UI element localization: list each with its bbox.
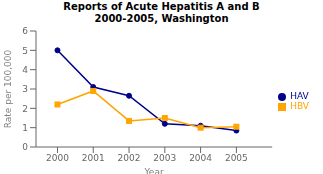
svg-text:2000: 2000 bbox=[46, 153, 69, 163]
html-text:Reports of Acute Hepatitis A a: Reports of Acute Hepatitis A and B 2000-… bbox=[63, 1, 260, 24]
svg-text:2005: 2005 bbox=[225, 153, 248, 163]
svg-text:Rate per 100,000: Rate per 100,000 bbox=[8, 49, 13, 128]
svg-text:4: 4 bbox=[22, 65, 28, 75]
svg-text:2004: 2004 bbox=[189, 153, 212, 163]
svg-text:2001: 2001 bbox=[82, 153, 105, 163]
svg-text:0: 0 bbox=[22, 142, 28, 152]
html-text:HAV: HAV bbox=[290, 91, 309, 101]
svg-text:5: 5 bbox=[22, 46, 28, 56]
svg-text:6: 6 bbox=[22, 27, 28, 36]
svg-text:Year: Year bbox=[144, 167, 164, 174]
svg-text:2: 2 bbox=[22, 104, 28, 114]
svg-text:3: 3 bbox=[22, 84, 28, 94]
svg-text:2002: 2002 bbox=[118, 153, 141, 163]
html-text:HBV: HBV bbox=[290, 101, 309, 111]
svg-text:2003: 2003 bbox=[153, 153, 176, 163]
svg-text:1: 1 bbox=[22, 123, 28, 133]
